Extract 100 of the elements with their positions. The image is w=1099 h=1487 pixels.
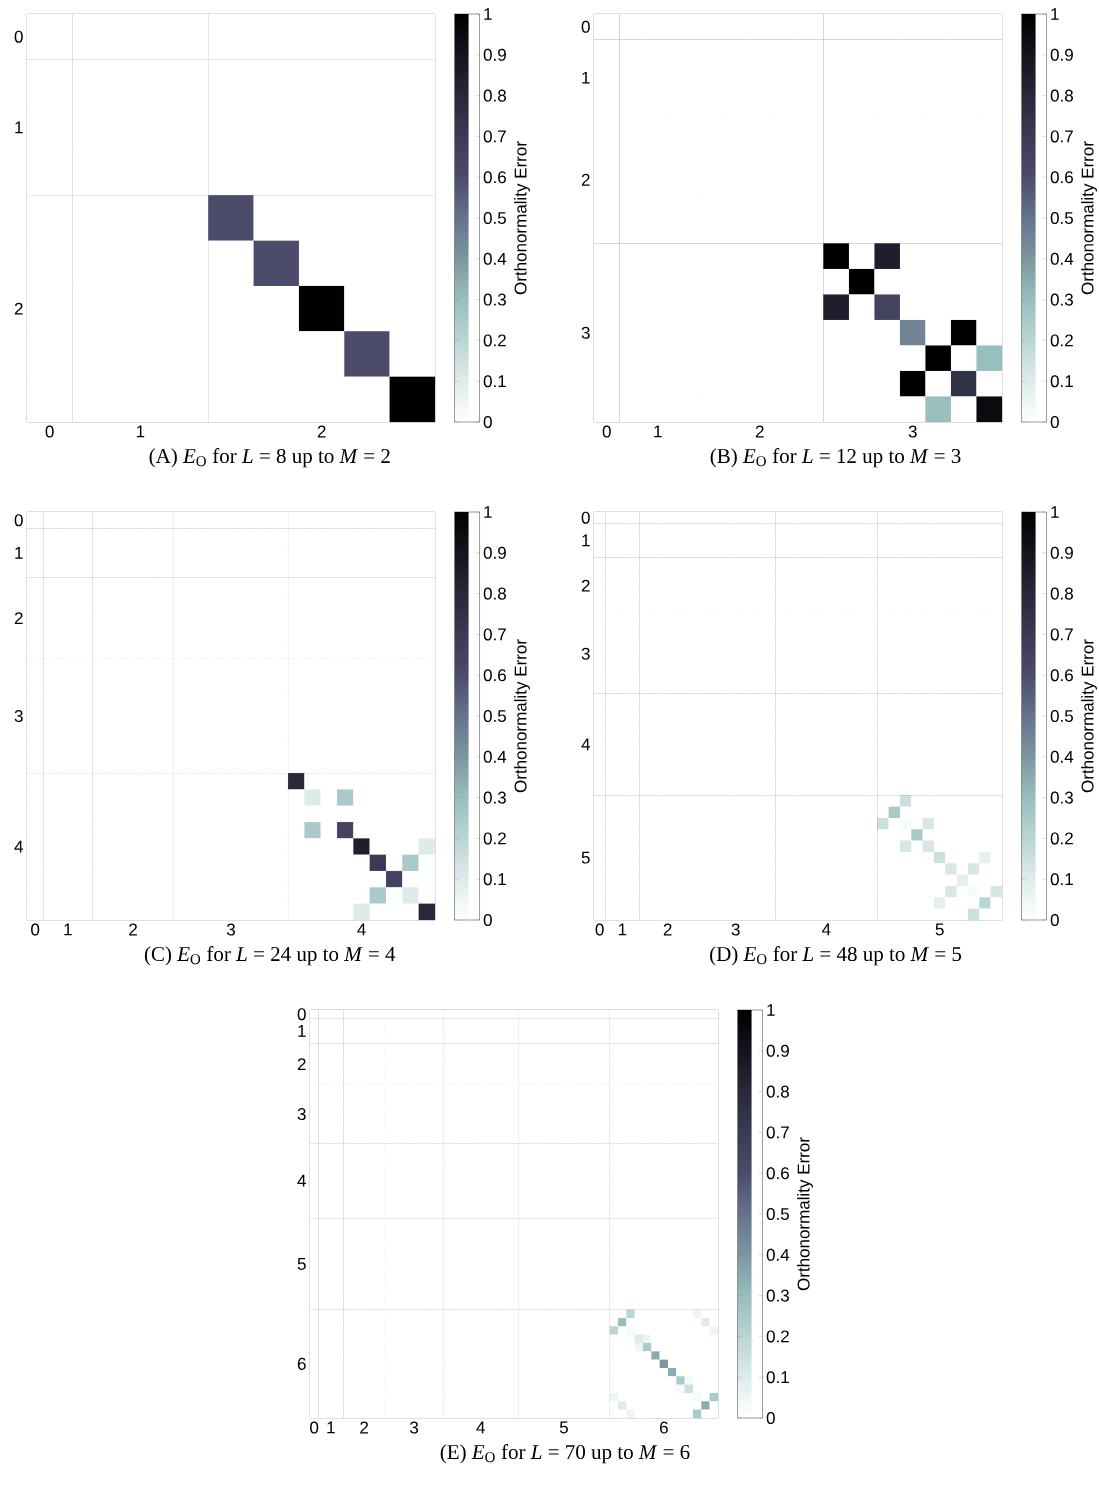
- x-tick-label: 5: [935, 923, 944, 936]
- x-tick-label: 0: [31, 923, 40, 936]
- x-tick-label: 5: [559, 1421, 568, 1434]
- color-bar-label: 0.4: [483, 252, 507, 265]
- color-bar-label: 0.2: [1050, 832, 1073, 845]
- x-tick-label: 0: [602, 425, 611, 438]
- x-tick-label: 1: [64, 923, 72, 936]
- color-bar-label: 0: [1050, 913, 1059, 927]
- color-bar-title: Orthonormality Error: [514, 141, 530, 295]
- y-tick-label: 1: [582, 71, 590, 84]
- x-tick-label: 2: [317, 425, 326, 438]
- color-bar-label: 0: [766, 1411, 775, 1425]
- color-bar-label: 0.9: [1050, 48, 1073, 61]
- color-bar-label: 1: [484, 8, 492, 20]
- x-tick-label: 1: [654, 425, 662, 438]
- color-bar-label: 0.2: [483, 832, 506, 845]
- x-tick-label: 1: [136, 425, 145, 438]
- x-tick-label: 4: [476, 1421, 485, 1434]
- y-tick-label: 4: [14, 840, 23, 853]
- y-tick-label: 5: [581, 851, 590, 864]
- x-tick-label: 6: [660, 1421, 668, 1434]
- y-tick-label: 5: [297, 1258, 306, 1270]
- color-bar-label: 0.9: [766, 1044, 789, 1057]
- y-tick-label: 2: [14, 612, 23, 625]
- color-bar-label: 0.9: [483, 48, 506, 61]
- color-bar-label: 1: [1051, 8, 1059, 20]
- x-tick-label: 2: [663, 923, 672, 936]
- color-bar-label: 0.6: [1050, 669, 1073, 682]
- color-bar-label: 0.2: [1050, 334, 1073, 347]
- color-bar-label: 0: [483, 415, 492, 429]
- color-bar-label: 0.5: [766, 1207, 789, 1221]
- x-tick-label: 1: [618, 923, 627, 936]
- color-bar-label: 0.5: [1050, 709, 1073, 723]
- x-tick-label: 2: [360, 1421, 368, 1434]
- x-tick-label: 0: [45, 425, 54, 438]
- x-tick-label: 3: [908, 425, 917, 438]
- color-bar-label: 0.1: [1050, 375, 1073, 388]
- y-tick-label: 0: [14, 514, 23, 527]
- y-tick-label: 2: [581, 579, 590, 592]
- color-bar-label: 0.7: [1050, 130, 1073, 143]
- y-tick-label: 3: [581, 326, 590, 339]
- y-tick-label: 3: [581, 647, 590, 660]
- x-tick-label: 1: [327, 1421, 335, 1434]
- x-tick-label: 0: [310, 1421, 319, 1434]
- y-tick-label: 1: [15, 121, 23, 134]
- color-bar-label: 0.8: [483, 587, 506, 600]
- color-bar-label: 0.8: [483, 89, 506, 102]
- color-bar-label: 0.7: [766, 1126, 789, 1139]
- y-tick-label: 3: [14, 709, 23, 723]
- color-bar-label: 0.1: [1050, 873, 1073, 886]
- y-tick-label: 4: [581, 738, 590, 751]
- y-tick-label: 1: [582, 534, 590, 547]
- text: (A) E$_{O}$ for L = 8 up to M = 2: [149, 448, 390, 468]
- y-tick-label: 2: [581, 173, 590, 186]
- color-bar-label: 0.5: [1050, 211, 1073, 225]
- text: (B) E$_{O}$ for L = 12 up to M = 3: [710, 448, 961, 468]
- x-tick-label: 3: [731, 923, 740, 936]
- color-bar-label: 0.8: [766, 1085, 789, 1098]
- color-bar-label: 0.8: [1050, 587, 1073, 600]
- color-bar-label: 0.5: [483, 709, 506, 723]
- y-tick-label: 0: [14, 30, 23, 43]
- color-bar-label: 1: [1051, 506, 1059, 518]
- color-bar-label: 0.2: [766, 1330, 789, 1343]
- y-tick-label: 0: [581, 20, 590, 33]
- y-tick-label: 2: [297, 1058, 306, 1071]
- y-tick-label: 1: [298, 1024, 306, 1037]
- color-bar-label: 1: [484, 506, 492, 518]
- color-bar-label: 0.8: [1050, 89, 1073, 102]
- color-bar-label: 0.3: [1050, 791, 1073, 804]
- x-tick-label: 2: [755, 425, 764, 438]
- color-bar-label: 0.4: [483, 750, 507, 763]
- color-bar-title: Orthonormality Error: [514, 639, 530, 793]
- color-bar-title: Orthonormality Error: [797, 1137, 813, 1291]
- x-tick-label: 0: [595, 923, 604, 936]
- y-tick-label: 3: [297, 1108, 306, 1121]
- color-bar-label: 0.7: [483, 130, 506, 143]
- color-bar-label: 1: [767, 1004, 775, 1016]
- color-bar-label: 0.7: [1050, 628, 1073, 641]
- text: (D) E$_{O}$ for L = 48 up to M = 5: [710, 946, 962, 966]
- color-bar-label: 0.6: [483, 669, 506, 682]
- y-tick-label: 2: [14, 302, 23, 315]
- x-tick-label: 4: [357, 923, 366, 936]
- color-bar-label: 0.5: [483, 211, 506, 225]
- color-bar-label: 0.2: [483, 334, 506, 347]
- color-bar-label: 0.4: [766, 1248, 790, 1261]
- y-tick-label: 0: [297, 1008, 306, 1021]
- x-tick-label: 3: [410, 1421, 419, 1434]
- color-bar-label: 0.3: [1050, 293, 1073, 306]
- text: (C) E$_{O}$ for L = 24 up to M = 4: [144, 946, 396, 966]
- y-tick-label: 6: [297, 1357, 306, 1370]
- text: (E) E$_{O}$ for L = 70 up to M = 6: [440, 1444, 690, 1464]
- x-tick-label: 3: [226, 923, 235, 936]
- color-bar-title: Orthonormality Error: [1081, 639, 1097, 793]
- color-bar-label: 0: [1050, 415, 1059, 429]
- color-bar-label: 0.4: [1050, 750, 1074, 763]
- color-bar-label: 0.1: [483, 375, 506, 388]
- color-bar-label: 0.1: [766, 1371, 789, 1384]
- color-bar-label: 0.4: [1050, 252, 1074, 265]
- color-bar-label: 0.7: [483, 628, 506, 641]
- y-tick-label: 4: [297, 1174, 306, 1187]
